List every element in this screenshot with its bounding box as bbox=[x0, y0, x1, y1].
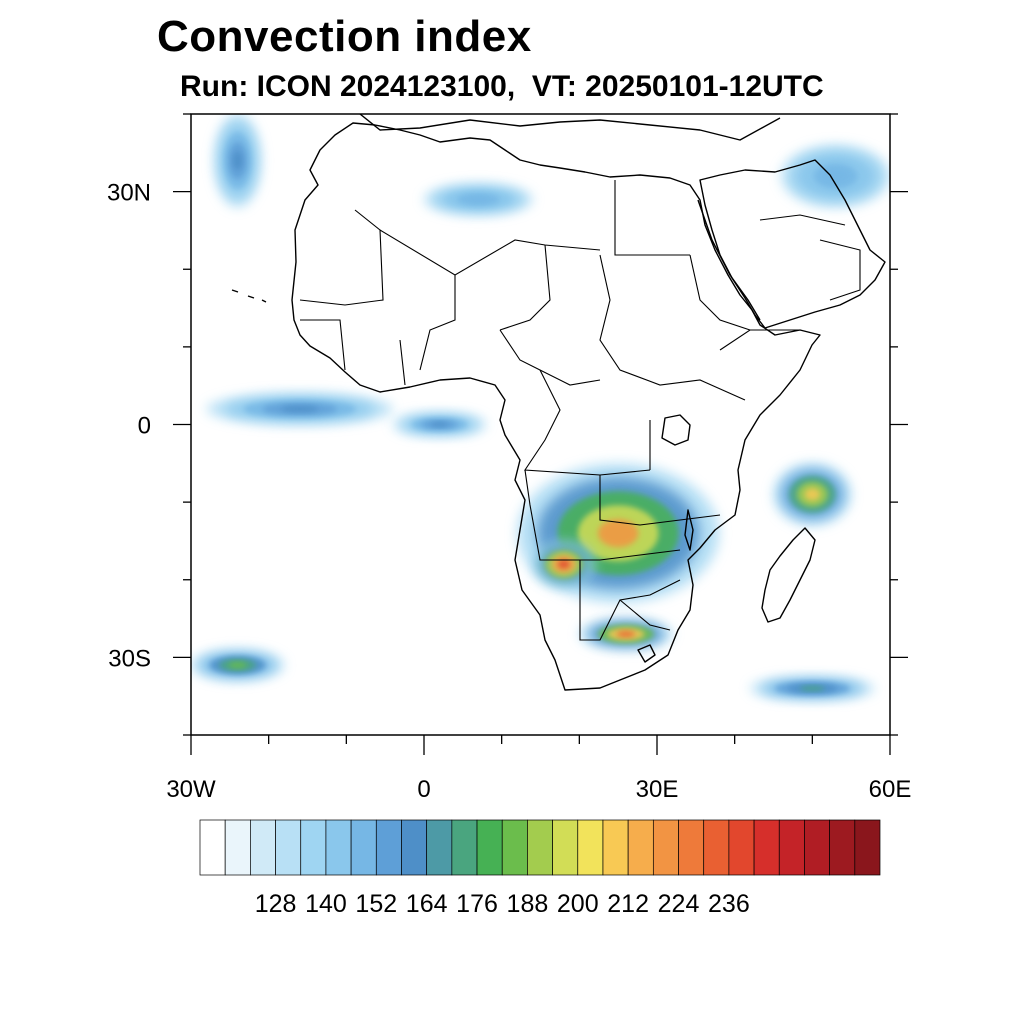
lat-tick-label: 30N bbox=[107, 180, 151, 207]
map-title: Convection index bbox=[157, 12, 532, 61]
map-frame bbox=[190, 113, 891, 736]
convection-field bbox=[191, 114, 890, 701]
colorbar-swatch bbox=[199, 819, 226, 876]
lesotho-outline bbox=[637, 644, 656, 663]
colorbar-swatch bbox=[678, 819, 705, 876]
colorbar-swatch bbox=[375, 819, 402, 876]
colorbar-swatch bbox=[753, 819, 780, 876]
colorbar-swatch bbox=[804, 819, 830, 876]
convection-region-south-atlantic-level-4 bbox=[228, 662, 247, 669]
convection-region-middle-east-level-4 bbox=[824, 169, 847, 183]
colorbar-swatch bbox=[703, 819, 730, 876]
convection-region-angola-namibia-core-level-4 bbox=[557, 559, 571, 569]
colorbar-swatch bbox=[854, 819, 881, 876]
colorbar-tick-label: 188 bbox=[507, 890, 549, 918]
colorbar-swatch bbox=[527, 819, 553, 876]
colorbar-swatch bbox=[577, 819, 604, 876]
lat-tick-label: 0 bbox=[138, 413, 151, 440]
colorbar-swatch bbox=[829, 819, 856, 876]
convection-region-indian-ocean-band-level-4 bbox=[799, 686, 825, 691]
colorbar-tick-label: 236 bbox=[708, 890, 750, 918]
colorbar-swatch bbox=[602, 819, 629, 876]
europe-coastline bbox=[359, 114, 781, 141]
colorbar-swatch bbox=[325, 819, 352, 876]
coastlines bbox=[231, 114, 886, 691]
madagascar-coastline bbox=[761, 527, 816, 623]
colorbar-swatch bbox=[627, 819, 654, 876]
red-sea bbox=[697, 199, 761, 321]
lat-tick-label: 30S bbox=[108, 645, 151, 672]
axis-ticks bbox=[173, 113, 908, 755]
lake-malawi bbox=[684, 509, 694, 551]
colorbar-swatch bbox=[275, 819, 302, 876]
axis-tick-labels: 30N 0 30S 30W 0 30E 60E bbox=[107, 180, 911, 803]
convection-region-gulf-of-guinea-level-4 bbox=[281, 405, 319, 413]
colorbar-swatch bbox=[476, 819, 503, 876]
lon-tick-label: 0 bbox=[417, 776, 430, 803]
convection-region-sahara-band-level-4 bbox=[467, 196, 490, 203]
lon-tick-label: 60E bbox=[869, 776, 912, 803]
colorbar-tick-label: 128 bbox=[255, 890, 297, 918]
colorbar-tick-label: 140 bbox=[305, 890, 347, 918]
colorbar-swatch bbox=[401, 819, 428, 876]
colorbar-swatch bbox=[350, 819, 377, 876]
colorbar-tick-label: 152 bbox=[355, 890, 397, 918]
colorbar bbox=[199, 819, 881, 876]
colorbar-swatch bbox=[728, 819, 755, 876]
colorbar-tick-label: 200 bbox=[557, 890, 599, 918]
colorbar-swatch bbox=[250, 819, 276, 876]
convection-region-madagascar-east-level-4 bbox=[804, 488, 821, 501]
convection-region-central-atlantic-level-4 bbox=[430, 422, 449, 427]
colorbar-swatch bbox=[552, 819, 579, 876]
convection-region-north-atlantic-band-level-4 bbox=[232, 151, 243, 170]
colorbar-labels: 128 140 152 164 176 188 200 212 224 236 bbox=[255, 890, 750, 918]
colorbar-swatch bbox=[451, 819, 478, 876]
colorbar-swatch bbox=[224, 819, 251, 876]
country-borders bbox=[299, 180, 861, 641]
colorbar-tick-label: 212 bbox=[607, 890, 649, 918]
colorbar-tick-label: 224 bbox=[658, 890, 700, 918]
colorbar-swatch bbox=[652, 819, 679, 876]
lon-tick-label: 30E bbox=[636, 776, 679, 803]
lon-tick-label: 30W bbox=[166, 776, 216, 803]
colorbar-tick-label: 176 bbox=[456, 890, 498, 918]
colorbar-swatch bbox=[778, 819, 805, 876]
colorbar-swatch bbox=[426, 819, 453, 876]
lake-victoria bbox=[661, 414, 691, 446]
colorbar-swatch bbox=[300, 819, 327, 876]
convection-region-south-africa-band-level-4 bbox=[616, 630, 636, 638]
canary-islands bbox=[231, 289, 267, 303]
convection-region-south-central-africa-level-4 bbox=[597, 519, 639, 548]
map-subtitle: Run: ICON 2024123100, VT: 20250101-12UTC bbox=[180, 70, 824, 103]
colorbar-swatch bbox=[501, 819, 528, 876]
africa-coastline bbox=[291, 122, 821, 691]
colorbar-tick-label: 164 bbox=[406, 890, 448, 918]
